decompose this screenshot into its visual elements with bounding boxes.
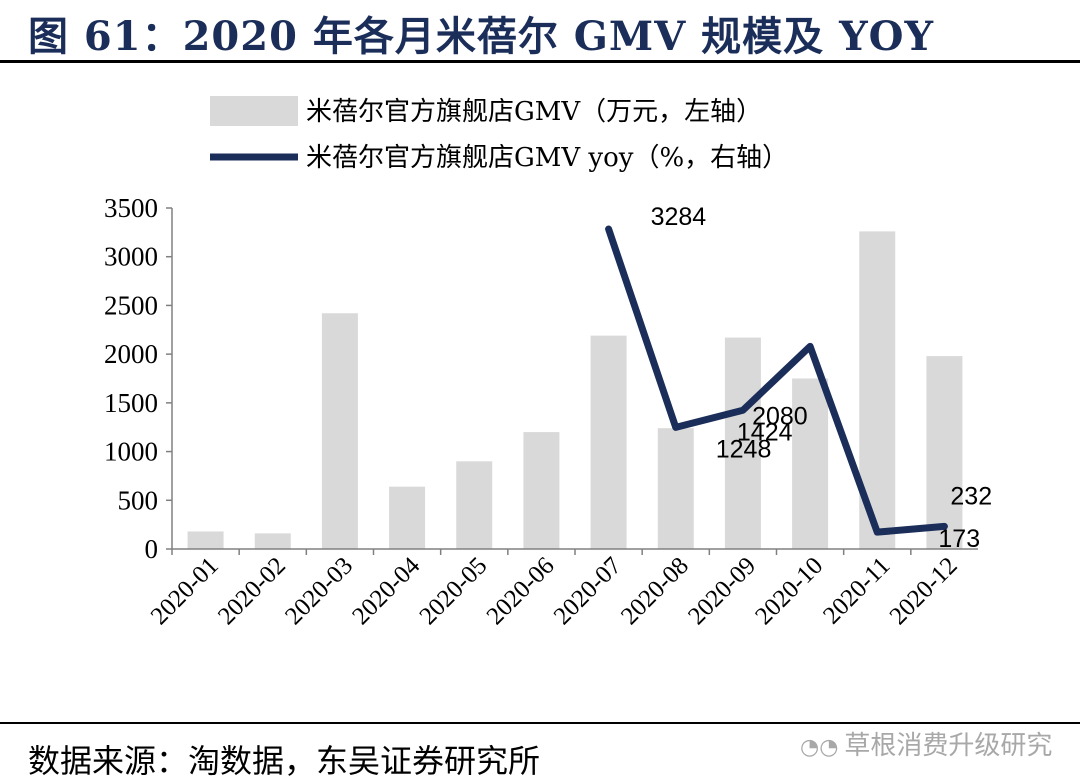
x-tick-label-2020-07: 2020-07 — [549, 552, 627, 630]
bar-2020-10 — [792, 378, 829, 549]
watermark: ◔◔ 草根消费升级研究 — [800, 725, 1052, 762]
watermark-text: 草根消费升级研究 — [844, 731, 1053, 761]
x-tick-label-2020-05: 2020-05 — [414, 552, 492, 630]
bar-2020-07 — [590, 335, 627, 549]
bars — [187, 231, 963, 549]
y-tick-label-0: 0 — [145, 534, 159, 564]
data-label-2020-07: 3284 — [651, 203, 707, 231]
x-ticks: 2020-012020-022020-032020-042020-052020-… — [146, 549, 963, 630]
bar-2020-06 — [523, 432, 560, 549]
legend-bar-label: 米蓓尔官方旗舰店GMV（万元，左轴） — [306, 97, 762, 127]
bottom-rule — [0, 722, 1080, 724]
y-tick-label-3500: 3500 — [104, 193, 158, 223]
x-tick-label-2020-08: 2020-08 — [616, 552, 694, 630]
y-tick-label-3000: 3000 — [104, 242, 158, 272]
x-tick-label-2020-11: 2020-11 — [818, 552, 895, 629]
x-tick-label-2020-03: 2020-03 — [280, 552, 358, 630]
axes — [171, 208, 978, 550]
bar-2020-04 — [389, 486, 426, 549]
x-tick-label-2020-02: 2020-02 — [213, 552, 291, 630]
y-ticks: 0 500 1000 1500 2000 2500 3000 3500 — [104, 193, 172, 564]
chart-svg: 米蓓尔官方旗舰店GMV（万元，左轴）米蓓尔官方旗舰店GMV yoy（%，右轴） … — [104, 96, 993, 630]
y-tick-label-1000: 1000 — [104, 437, 158, 467]
bar-2020-03 — [321, 313, 358, 549]
bar-2020-08 — [657, 428, 694, 549]
top-rule — [0, 60, 1080, 63]
bar-2020-09 — [724, 337, 761, 549]
bar-2020-02 — [254, 533, 291, 549]
y-tick-label-2000: 2000 — [104, 339, 158, 369]
data-label-2020-11: 173 — [938, 525, 980, 553]
bar-2020-05 — [456, 461, 493, 549]
legend-line-label: 米蓓尔官方旗舰店GMV yoy（%，右轴） — [306, 143, 788, 173]
data-label-2020-12: 232 — [950, 482, 992, 510]
x-tick-label-2020-06: 2020-06 — [482, 552, 560, 630]
x-tick-label-2020-10: 2020-10 — [750, 552, 828, 630]
x-tick-label-2020-04: 2020-04 — [347, 552, 425, 630]
data-label-2020-09: 1424 — [737, 418, 793, 446]
source-note: 数据来源：淘数据，东吴证券研究所 — [28, 742, 541, 780]
y-tick-label-2500: 2500 — [104, 290, 158, 320]
data-label-2020-10: 2080 — [752, 402, 808, 430]
chart-title: 图 61：2020 年各月米蓓尔 GMV 规模及 YOY — [28, 13, 935, 60]
legend-bar-swatch — [210, 96, 298, 126]
legend: 米蓓尔官方旗舰店GMV（万元，左轴） 米蓓尔官方旗舰店GMV yoy（%，右轴） — [210, 96, 788, 173]
x-tick-label-2020-12: 2020-12 — [885, 552, 963, 630]
bar-2020-01 — [187, 531, 224, 549]
yoy-line — [605, 225, 948, 536]
yoy-line-group — [605, 225, 948, 536]
bar-2020-12 — [926, 356, 963, 549]
y-tick-label-1500: 1500 — [104, 388, 158, 418]
x-tick-label-2020-09: 2020-09 — [683, 552, 761, 630]
data-label-2020-08: 1248 — [716, 435, 772, 463]
y-tick-label-500: 500 — [118, 485, 159, 515]
wechat-icon: ◔◔ — [800, 735, 839, 760]
